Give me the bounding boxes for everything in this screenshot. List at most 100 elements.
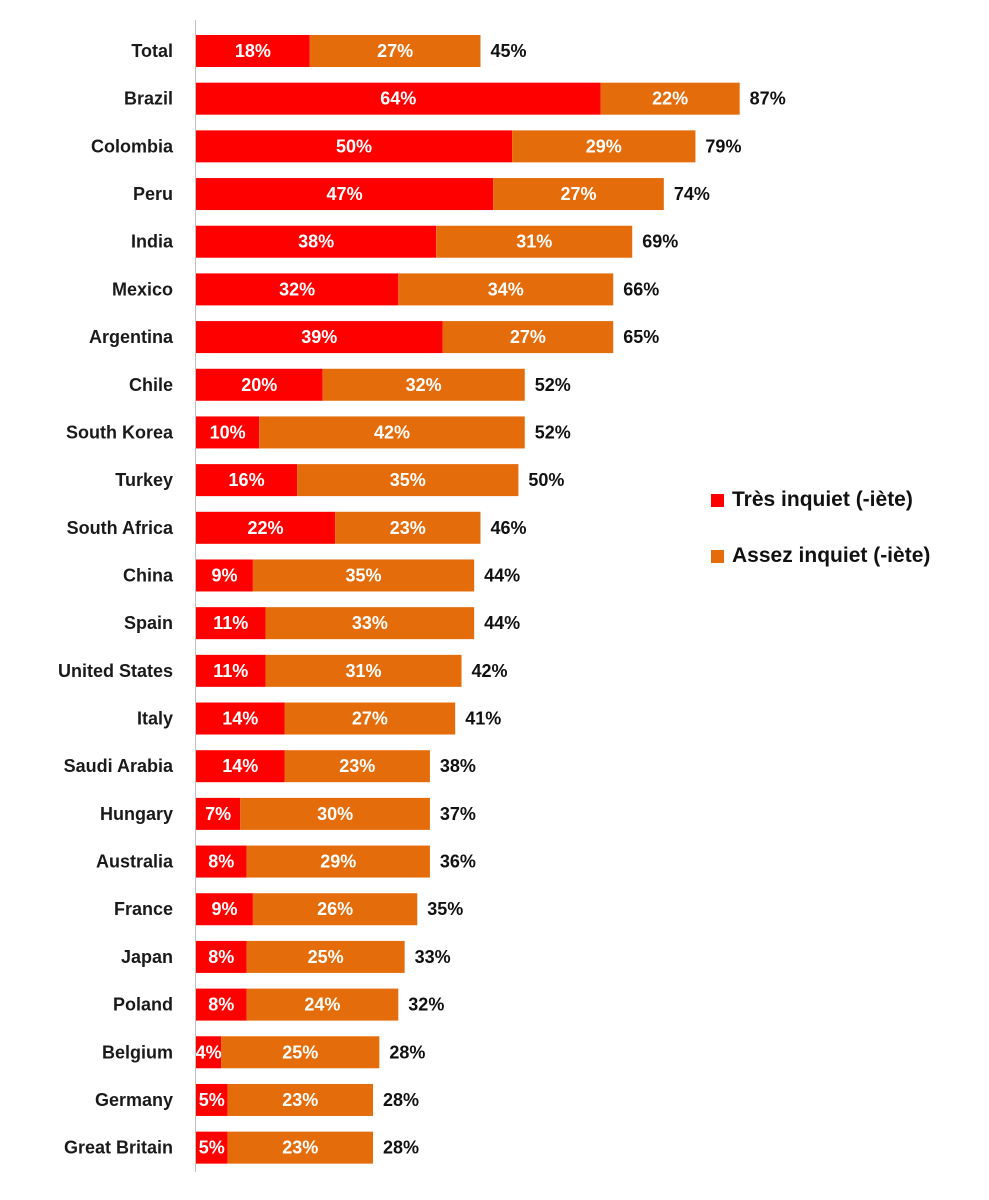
data-label-argentina-series-2: 27% bbox=[510, 327, 546, 347]
category-label-south-korea: South Korea bbox=[66, 422, 174, 442]
bar-hungary-series-2[interactable] bbox=[240, 797, 430, 830]
bar-japan-series-2[interactable] bbox=[246, 940, 405, 973]
bar-great-britain-series-2[interactable] bbox=[227, 1131, 374, 1164]
bar-poland-series-2[interactable] bbox=[246, 988, 399, 1021]
category-label-spain: Spain bbox=[124, 613, 173, 633]
category-label-japan: Japan bbox=[121, 947, 173, 967]
total-label-chile: 52% bbox=[535, 375, 571, 395]
bar-united-states-series-1[interactable] bbox=[196, 654, 266, 687]
data-label-peru-series-2: 27% bbox=[560, 184, 596, 204]
category-label-colombia: Colombia bbox=[91, 136, 174, 156]
category-label-saudi-arabia: Saudi Arabia bbox=[64, 756, 174, 776]
data-label-china-series-1: 9% bbox=[211, 565, 237, 585]
bar-south-korea-series-2[interactable] bbox=[259, 416, 525, 449]
bar-peru-series-2[interactable] bbox=[493, 178, 664, 211]
bar-south-korea-series-1[interactable] bbox=[196, 416, 260, 449]
total-label-china: 44% bbox=[484, 565, 520, 585]
data-label-spain-series-1: 11% bbox=[213, 613, 248, 633]
bar-colombia-series-1[interactable] bbox=[196, 130, 513, 163]
bar-japan-series-1[interactable] bbox=[196, 940, 247, 973]
data-label-total-series-1: 18% bbox=[235, 41, 271, 61]
bar-belgium-series-2[interactable] bbox=[221, 1036, 380, 1069]
bar-france-series-2[interactable] bbox=[252, 893, 418, 926]
bar-total-series-1[interactable] bbox=[196, 35, 310, 67]
bar-saudi-arabia-series-1[interactable] bbox=[196, 750, 285, 783]
data-label-germany-series-2: 23% bbox=[282, 1090, 318, 1110]
bar-spain-series-1[interactable] bbox=[196, 607, 266, 640]
data-label-mexico-series-2: 34% bbox=[488, 279, 524, 299]
legend-swatch-assez-inquiet bbox=[711, 549, 724, 563]
data-label-turkey-series-1: 16% bbox=[229, 470, 265, 490]
bar-italy-series-2[interactable] bbox=[284, 702, 456, 735]
bar-belgium-series-1[interactable] bbox=[196, 1036, 222, 1069]
category-label-india: India bbox=[131, 232, 174, 252]
bar-chile-series-2[interactable] bbox=[322, 368, 525, 401]
bar-saudi-arabia-series-2[interactable] bbox=[284, 750, 430, 783]
bar-total-series-2[interactable] bbox=[309, 35, 481, 67]
data-label-india-series-1: 38% bbox=[298, 232, 334, 252]
legend-item-assez-inquiet[interactable]: Assez inquiet (-iète) bbox=[711, 540, 930, 572]
category-label-chile: Chile bbox=[129, 375, 173, 395]
bars-group: Total 18% 27% 45% Brazil 64% 22% 87% Colombia 50%… bbox=[58, 35, 786, 1164]
legend: Très inquiet (-iète) Assez inquiet (-ièt… bbox=[711, 484, 930, 596]
bar-united-states-series-2[interactable] bbox=[265, 654, 462, 687]
bar-south-africa-series-1[interactable] bbox=[196, 511, 336, 544]
bar-peru-series-1[interactable] bbox=[196, 178, 494, 211]
total-label-australia: 36% bbox=[440, 852, 476, 872]
bar-brazil-series-2[interactable] bbox=[600, 82, 740, 115]
legend-label-assez-inquiet: Assez inquiet (-iète) bbox=[732, 544, 931, 567]
bar-south-africa-series-2[interactable] bbox=[335, 511, 481, 544]
data-label-poland-series-1: 8% bbox=[208, 995, 234, 1015]
bar-turkey-series-2[interactable] bbox=[297, 464, 519, 497]
total-label-japan: 33% bbox=[415, 947, 451, 967]
bar-argentina-series-1[interactable] bbox=[196, 321, 443, 354]
data-label-argentina-series-1: 39% bbox=[301, 327, 337, 347]
category-label-united-states: United States bbox=[58, 661, 173, 681]
category-label-mexico: Mexico bbox=[112, 279, 173, 299]
bar-hungary-series-1[interactable] bbox=[196, 797, 241, 830]
bar-chile-series-1[interactable] bbox=[196, 368, 323, 401]
legend-swatch-tres-inquiet bbox=[711, 493, 724, 507]
bar-china-series-1[interactable] bbox=[196, 559, 253, 592]
bar-mexico-series-2[interactable] bbox=[398, 273, 614, 306]
legend-item-tres-inquiet[interactable]: Très inquiet (-iète) bbox=[711, 484, 930, 516]
bar-great-britain-series-1[interactable] bbox=[196, 1131, 228, 1164]
bar-australia-series-2[interactable] bbox=[246, 845, 430, 878]
data-label-india-series-2: 31% bbox=[516, 232, 552, 252]
data-label-australia-series-2: 29% bbox=[320, 852, 356, 872]
bar-germany-series-1[interactable] bbox=[196, 1083, 228, 1116]
data-label-france-series-2: 26% bbox=[317, 899, 353, 919]
data-label-total-series-2: 27% bbox=[377, 41, 413, 61]
data-label-mexico-series-1: 32% bbox=[279, 279, 315, 299]
bar-poland-series-1[interactable] bbox=[196, 988, 247, 1021]
data-label-belgium-series-2: 25% bbox=[282, 1042, 318, 1062]
data-label-hungary-series-1: 7% bbox=[205, 804, 231, 824]
category-label-italy: Italy bbox=[137, 709, 173, 729]
data-label-germany-series-1: 5% bbox=[199, 1090, 225, 1110]
category-label-turkey: Turkey bbox=[115, 470, 173, 490]
bar-italy-series-1[interactable] bbox=[196, 702, 285, 735]
bar-china-series-2[interactable] bbox=[252, 559, 475, 592]
bar-india-series-2[interactable] bbox=[436, 225, 633, 258]
category-label-hungary: Hungary bbox=[100, 804, 173, 824]
data-label-australia-series-1: 8% bbox=[208, 852, 234, 872]
data-label-great-britain-series-1: 5% bbox=[199, 1138, 225, 1158]
total-label-south-korea: 52% bbox=[535, 422, 571, 442]
bar-colombia-series-2[interactable] bbox=[512, 130, 696, 163]
bar-argentina-series-2[interactable] bbox=[442, 321, 614, 354]
bar-france-series-1[interactable] bbox=[196, 893, 253, 926]
bar-india-series-1[interactable] bbox=[196, 225, 437, 258]
bar-mexico-series-1[interactable] bbox=[196, 273, 399, 306]
data-label-united-states-series-1: 11% bbox=[213, 661, 248, 681]
bar-spain-series-2[interactable] bbox=[265, 607, 475, 640]
total-label-brazil: 87% bbox=[750, 89, 786, 109]
bar-turkey-series-1[interactable] bbox=[196, 464, 298, 497]
bar-brazil-series-1[interactable] bbox=[196, 82, 601, 115]
data-label-south-korea-series-2: 42% bbox=[374, 422, 410, 442]
bar-germany-series-2[interactable] bbox=[227, 1083, 374, 1116]
data-label-saudi-arabia-series-2: 23% bbox=[339, 756, 375, 776]
data-label-belgium-series-1: 4% bbox=[196, 1042, 222, 1062]
data-label-japan-series-2: 25% bbox=[308, 947, 344, 967]
bar-australia-series-1[interactable] bbox=[196, 845, 247, 878]
